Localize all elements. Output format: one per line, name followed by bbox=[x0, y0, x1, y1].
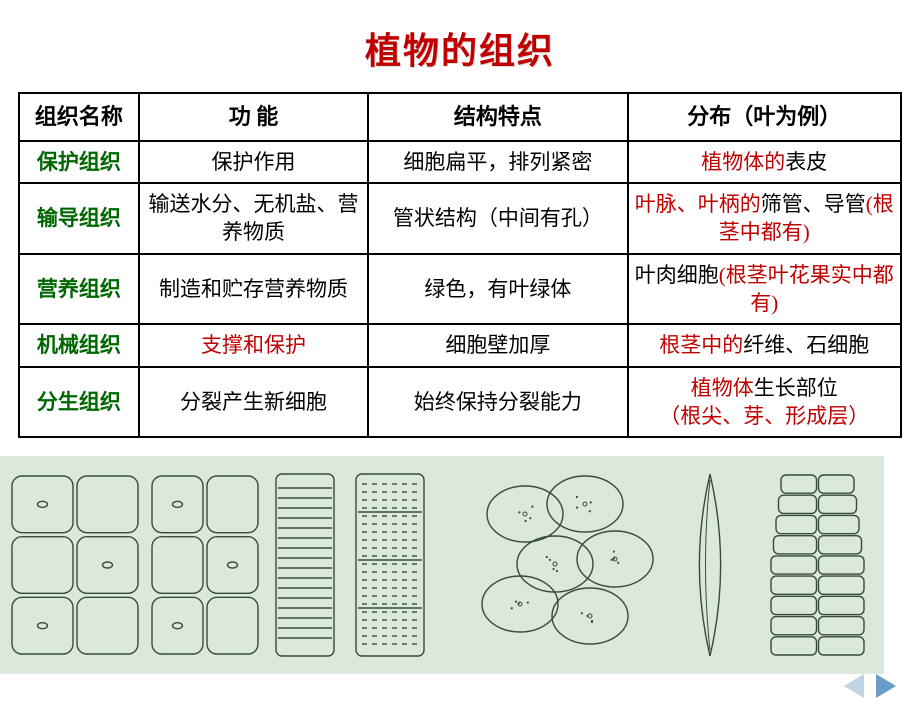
tissue-illustration bbox=[0, 456, 884, 674]
col-header-func: 功 能 bbox=[139, 93, 368, 141]
dist-cell: 叶肉细胞(根茎叶花果实中都有) bbox=[628, 254, 901, 325]
cell-text: (根茎叶花果实 bbox=[719, 263, 852, 287]
table-row: 输导组织输送水分、无机盐、营养物质 管状结构（中间有孔） 叶脉、叶柄的筛管、导管(根… bbox=[19, 183, 901, 254]
cell-text: 筛管、导管 bbox=[761, 192, 866, 216]
func-cell: 输送水分、无机盐、营养物质 bbox=[139, 183, 368, 254]
dist-cell: 叶脉、叶柄的筛管、导管(根茎中都有) bbox=[628, 183, 901, 254]
cell-text: 表皮 bbox=[785, 150, 827, 174]
col-header-struct: 结构特点 bbox=[368, 93, 627, 141]
cell-text: 分裂产生新细胞 bbox=[180, 390, 327, 414]
struct-cell: 细胞扁平，排列紧密 bbox=[368, 141, 627, 183]
cell-text: 植物体 bbox=[691, 376, 754, 400]
next-slide-button[interactable] bbox=[876, 674, 896, 698]
cell-text: 根茎中的 bbox=[659, 333, 743, 357]
tissue-name-cell: 分生组织 bbox=[19, 367, 139, 438]
dist-cell: 植物体生长部位 （根尖、芽、形成层） bbox=[628, 367, 901, 438]
cell-text: 管状结构（中间有孔） bbox=[393, 206, 603, 230]
cell-text: 细胞壁加厚 bbox=[445, 333, 550, 357]
col-header-name: 组织名称 bbox=[19, 93, 139, 141]
table-row: 机械组织 支撑和保护 细胞壁加厚 根茎中的纤维、石细胞 bbox=[19, 324, 901, 366]
cell-text: 支撑和保护 bbox=[201, 333, 306, 357]
tissue-name-cell: 机械组织 bbox=[19, 324, 139, 366]
func-cell: 分裂产生新细胞 bbox=[139, 367, 368, 438]
cell-text: （根尖、芽、形成层） bbox=[659, 404, 869, 428]
col-header-dist: 分布（叶为例） bbox=[628, 93, 901, 141]
cell-text: 输送水分、无机盐、营养物质 bbox=[148, 192, 358, 244]
page-title: 植物的组织 bbox=[0, 22, 920, 74]
cell-text: 绿色，有叶绿体 bbox=[424, 277, 571, 301]
cell-text: 叶脉、叶柄的 bbox=[635, 192, 761, 216]
cell-text: 始终保持分裂能力 bbox=[414, 390, 582, 414]
struct-cell: 绿色，有叶绿体 bbox=[368, 254, 627, 325]
dist-cell: 植物体的表皮 bbox=[628, 141, 901, 183]
table-header-row: 组织名称 功 能 结构特点 分布（叶为例） bbox=[19, 93, 901, 141]
tissue-table: 组织名称 功 能 结构特点 分布（叶为例） 保护组织保护作用细胞扁平，排列紧密植… bbox=[18, 92, 902, 438]
func-cell: 支撑和保护 bbox=[139, 324, 368, 366]
cell-text: 叶肉细胞 bbox=[635, 263, 719, 287]
cell-text: 纤维、石细胞 bbox=[743, 333, 869, 357]
tissue-name-cell: 营养组织 bbox=[19, 254, 139, 325]
func-cell: 保护作用 bbox=[139, 141, 368, 183]
struct-cell: 始终保持分裂能力 bbox=[368, 367, 627, 438]
cell-text: 细胞扁平，排列紧密 bbox=[403, 150, 592, 174]
cell-text: 生长部位 bbox=[754, 376, 838, 400]
tissue-name-cell: 输导组织 bbox=[19, 183, 139, 254]
struct-cell: 管状结构（中间有孔） bbox=[368, 183, 627, 254]
cell-text: 植物体的 bbox=[701, 150, 785, 174]
struct-cell: 细胞壁加厚 bbox=[368, 324, 627, 366]
dist-cell: 根茎中的纤维、石细胞 bbox=[628, 324, 901, 366]
tissue-name-cell: 保护组织 bbox=[19, 141, 139, 183]
cell-text: 保护作用 bbox=[211, 150, 295, 174]
table-row: 营养组织制造和贮存营养物质 绿色，有叶绿体 叶肉细胞(根茎叶花果实中都有) bbox=[19, 254, 901, 325]
prev-slide-button[interactable] bbox=[844, 674, 864, 698]
func-cell: 制造和贮存营养物质 bbox=[139, 254, 368, 325]
table-row: 分生组织 分裂产生新细胞 始终保持分裂能力 植物体生长部位 （根尖、芽、形成层） bbox=[19, 367, 901, 438]
table-row: 保护组织 保护作用 细胞扁平，排列紧密 植物体的表皮 bbox=[19, 141, 901, 183]
cell-text: 制造和贮存营养物质 bbox=[159, 277, 348, 301]
